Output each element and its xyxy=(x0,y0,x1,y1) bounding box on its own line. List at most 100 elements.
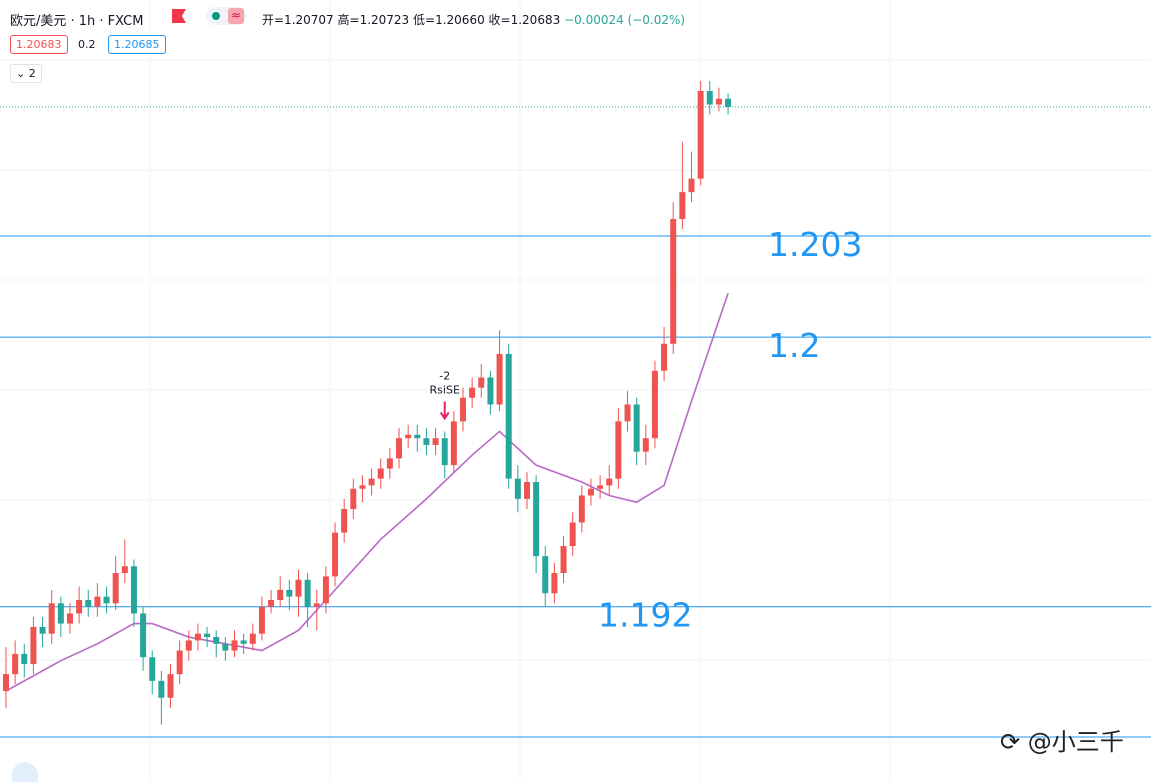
candle-body xyxy=(715,98,722,105)
candle-body xyxy=(149,657,156,681)
signal-arrow xyxy=(439,401,450,421)
candle-body xyxy=(48,603,55,634)
candle-body xyxy=(258,606,265,634)
candle-body xyxy=(57,603,64,624)
candle-body xyxy=(130,566,137,614)
candle-body xyxy=(140,613,147,658)
status-toggle[interactable]: ≈ xyxy=(206,7,246,25)
candle-body xyxy=(405,434,412,439)
change: −0.00024 (−0.02%) xyxy=(564,13,686,27)
candle-body xyxy=(423,438,430,445)
candle-body xyxy=(304,579,311,607)
candle-body xyxy=(706,91,713,105)
candle-body xyxy=(76,599,83,614)
candle-body xyxy=(3,674,9,691)
candle-body xyxy=(313,603,320,607)
watermark-text: @小三千 xyxy=(1027,728,1124,756)
candle-body xyxy=(642,438,649,452)
candle-body xyxy=(414,434,421,439)
candle-body xyxy=(377,468,384,479)
candle-body xyxy=(551,573,558,594)
indicator-count: 2 xyxy=(28,67,36,80)
candle-body xyxy=(341,508,348,533)
candle-body xyxy=(359,485,366,489)
candle-body xyxy=(560,546,567,574)
candle-body xyxy=(542,556,549,594)
spread: 0.2 xyxy=(78,38,96,51)
candle-body xyxy=(432,438,439,445)
ohlc: 开=1.20707 高=1.20723 低=1.20660 收=1.20683 … xyxy=(262,11,685,28)
candle-body xyxy=(249,633,256,644)
watermark: ⟳ @小三千 xyxy=(1000,728,1124,756)
candle-body xyxy=(112,573,119,604)
candle-body xyxy=(295,579,302,597)
candle-body xyxy=(322,576,329,604)
candle-body xyxy=(697,91,704,179)
symbol: 欧元/美元 · 1h · FXCM xyxy=(10,14,144,29)
candle-body xyxy=(661,343,668,371)
candle-body xyxy=(651,370,658,439)
flag-icon[interactable] xyxy=(172,9,186,23)
candle-body xyxy=(121,566,128,574)
candle-body xyxy=(277,589,284,600)
close: 收=1.20683 xyxy=(488,13,561,27)
candle-body xyxy=(286,589,293,597)
candle-body xyxy=(578,495,585,523)
candle-body xyxy=(450,421,457,466)
low: 低=1.20660 xyxy=(413,13,485,27)
signal-count: -2 xyxy=(439,369,450,382)
signal-name: RsiSE xyxy=(430,383,460,396)
candle-body xyxy=(85,599,92,607)
level-label: 1.203 xyxy=(768,225,862,264)
candle-body xyxy=(679,192,686,220)
candle-body xyxy=(569,522,576,547)
candle-body xyxy=(514,478,521,499)
bid[interactable]: 1.20683 xyxy=(10,35,68,54)
candle-body xyxy=(478,377,485,388)
candle-body xyxy=(496,353,503,405)
candle-body xyxy=(597,485,604,489)
candle-body xyxy=(725,98,732,107)
candle-body xyxy=(30,626,37,665)
candle-body xyxy=(505,353,512,479)
open: 开=1.20707 xyxy=(262,13,334,27)
candle-body xyxy=(268,599,275,607)
level-label: 1.192 xyxy=(598,596,692,635)
candle-body xyxy=(460,397,466,422)
candle-body xyxy=(396,438,403,459)
candle-body xyxy=(222,643,229,651)
candle-body xyxy=(688,178,695,193)
candle-body xyxy=(350,488,357,509)
candle-body xyxy=(368,478,375,486)
candle-body xyxy=(386,458,393,469)
high: 高=1.20723 xyxy=(337,13,410,27)
candle-body xyxy=(587,488,594,496)
candle-body xyxy=(633,404,640,452)
logo xyxy=(12,762,38,782)
moving-average xyxy=(5,292,729,692)
ask[interactable]: 1.20685 xyxy=(108,35,166,54)
candle-body xyxy=(332,532,339,577)
candle-body xyxy=(469,387,476,398)
candle-body xyxy=(240,640,247,644)
candle-body xyxy=(39,626,46,634)
candle-body xyxy=(670,219,677,344)
candle-body xyxy=(176,650,183,675)
candle-body xyxy=(213,637,220,644)
candle-body xyxy=(441,438,448,466)
candle-body xyxy=(231,640,238,651)
indicator-toggle[interactable]: ⌄ 2 xyxy=(10,64,42,83)
candle-body xyxy=(158,680,165,698)
candle-body xyxy=(66,613,73,624)
candle-body xyxy=(523,482,530,499)
candle-body xyxy=(185,640,192,651)
candle-body xyxy=(487,377,494,405)
candle-body xyxy=(533,482,540,557)
candle-body xyxy=(194,633,201,641)
candle-body xyxy=(12,653,19,675)
candle-body xyxy=(103,596,110,604)
candle-body xyxy=(204,633,211,638)
